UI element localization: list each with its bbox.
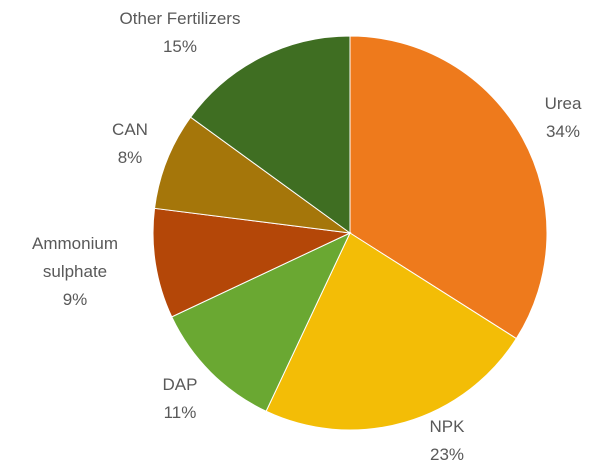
slice-label: Other Fertilizers 15% bbox=[120, 5, 241, 61]
category-label: Other Fertilizers bbox=[119, 9, 241, 28]
slice-label: Urea 34% bbox=[545, 90, 582, 146]
category-label: Ammonium sulphate bbox=[32, 234, 118, 281]
value-label: 34% bbox=[545, 122, 581, 141]
slice-label: NPK 23% bbox=[430, 413, 465, 469]
slice-label: DAP 11% bbox=[163, 371, 198, 427]
pie-slice bbox=[265, 232, 518, 431]
category-label: NPK bbox=[429, 417, 465, 436]
pie-slice bbox=[152, 207, 352, 318]
slice-label: CAN 8% bbox=[112, 116, 148, 172]
slice-label: Ammonium sulphate 9% bbox=[15, 230, 135, 314]
pie-slice bbox=[153, 116, 351, 234]
pie-slice bbox=[171, 231, 352, 412]
pie-slice bbox=[189, 35, 351, 234]
value-label: 15% bbox=[162, 37, 198, 56]
category-label: Urea bbox=[544, 94, 582, 113]
category-label: CAN bbox=[112, 120, 148, 139]
value-label: 8% bbox=[117, 148, 143, 167]
category-label: DAP bbox=[162, 375, 198, 394]
value-label: 11% bbox=[163, 403, 197, 422]
value-label: 9% bbox=[62, 290, 88, 309]
pie-slice bbox=[349, 35, 548, 340]
value-label: 23% bbox=[429, 445, 465, 464]
